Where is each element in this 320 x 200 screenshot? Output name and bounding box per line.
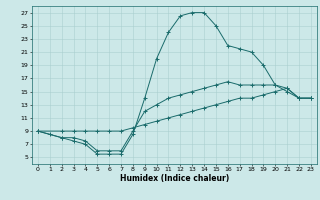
X-axis label: Humidex (Indice chaleur): Humidex (Indice chaleur) <box>120 174 229 183</box>
